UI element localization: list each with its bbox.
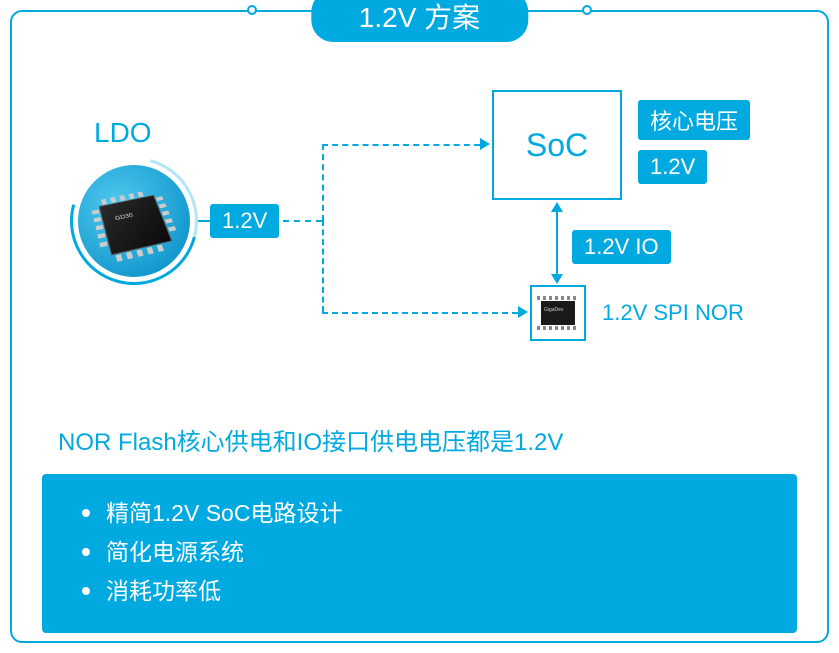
bullet-item: 精简1.2V SoC电路设计 — [82, 494, 757, 533]
ldo-label: LDO — [94, 117, 152, 149]
arrow-head-soc — [480, 138, 490, 150]
diagram-area: LDO GD30 — [42, 62, 797, 392]
bullet-list: 精简1.2V SoC电路设计 简化电源系统 消耗功率低 — [82, 494, 757, 611]
bullet-item: 简化电源系统 — [82, 533, 757, 572]
arrow-to-nor — [322, 312, 518, 314]
arrow-down-v — [322, 220, 324, 312]
arrow-head-up — [551, 202, 563, 212]
bullet-box: 精简1.2V SoC电路设计 简化电源系统 消耗功率低 — [42, 474, 797, 633]
core-voltage-value: 1.2V — [638, 150, 707, 184]
bullet-item: 消耗功率低 — [82, 572, 757, 611]
soic-marking: GigaDev — [544, 307, 563, 313]
soic-chip-icon: GigaDev — [541, 301, 575, 325]
title-badge: 1.2V 方案 — [311, 0, 528, 42]
arrow-main-h — [272, 220, 322, 222]
ldo-chip-graphic: GD30 — [70, 157, 198, 285]
arrow-up-v — [322, 144, 324, 221]
io-label: 1.2V IO — [572, 230, 671, 264]
core-voltage-label: 核心电压 — [638, 100, 750, 140]
soc-box: SoC — [492, 90, 622, 200]
voltage-out-badge: 1.2V — [210, 204, 279, 238]
title-dot-left — [247, 5, 257, 15]
nor-label: 1.2V SPI NOR — [602, 300, 744, 326]
title-dot-right — [582, 5, 592, 15]
arrow-to-soc — [322, 144, 480, 146]
arrow-head-down — [551, 274, 563, 284]
diagram-frame: 1.2V 方案 LDO GD30 — [10, 10, 829, 643]
description-text: NOR Flash核心供电和IO接口供电电压都是1.2V — [58, 422, 563, 457]
arrow-head-nor — [518, 306, 528, 318]
arrow-ldo-out — [198, 220, 210, 222]
arrow-soc-nor — [556, 212, 558, 274]
nor-chip-box: GigaDev — [530, 285, 586, 341]
